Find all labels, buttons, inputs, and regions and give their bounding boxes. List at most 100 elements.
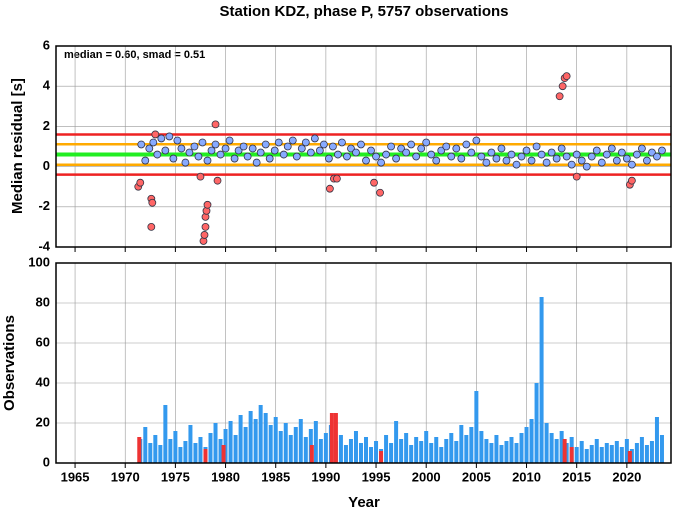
bar [173,431,178,463]
bar [444,439,449,463]
point [587,152,596,161]
y-tick-label: -2 [38,198,50,213]
bar [218,439,223,463]
bar [303,437,308,463]
x-tick-label: 1995 [362,469,391,484]
bar [509,437,514,463]
point [638,144,646,153]
point [370,178,378,187]
point [362,156,370,165]
bar [494,435,499,463]
point [582,162,591,171]
point [562,72,571,81]
bar [529,419,534,463]
point [542,158,551,167]
point [265,154,274,163]
point [347,144,355,153]
point [622,154,631,163]
bar [348,439,353,463]
bar [469,427,474,463]
point [288,136,297,145]
point [558,82,567,91]
bar [329,413,334,463]
bar [288,435,293,463]
point [572,150,581,159]
point [297,144,306,153]
point [597,158,606,167]
point [306,148,315,157]
point [234,146,243,155]
point [462,140,471,149]
point [173,136,182,145]
point [577,156,586,165]
point [422,138,431,147]
bar [559,431,564,463]
point [437,146,446,155]
bar [221,445,226,463]
point [169,154,178,163]
point [467,148,476,157]
point [279,150,288,159]
point [387,142,395,151]
point [213,176,222,185]
bar [137,437,142,463]
bar [579,441,584,463]
y-tick-label: 4 [43,78,51,93]
bar [449,433,454,463]
bar [369,447,374,463]
bar [659,435,664,463]
plot-frame [55,262,672,464]
point [329,142,337,151]
point [157,134,166,143]
point [136,178,145,187]
point [427,150,436,159]
point [592,146,601,155]
bar [358,443,363,463]
point [292,152,301,161]
x-tick-label: 2010 [512,469,541,484]
bar [143,427,148,463]
bar [353,431,358,463]
chart-title: Station KDZ, phase P, 5757 observations [220,3,509,20]
point [148,198,157,207]
point [382,150,390,159]
bar [313,421,318,463]
point [502,156,511,165]
point [243,152,252,161]
bar [519,433,524,463]
point [627,160,636,169]
bar [484,439,489,463]
bar [384,435,389,463]
bar [379,451,384,463]
point [274,138,283,147]
bar [298,419,303,463]
bar [569,447,574,463]
bar [253,419,258,463]
bar [564,443,569,463]
bar [599,447,604,463]
bar [409,445,414,463]
point [612,156,621,165]
bar [634,443,639,463]
bar [198,437,203,463]
bar [539,297,544,463]
point [261,140,270,149]
point [194,152,203,161]
bar [163,405,168,463]
point [507,150,516,159]
point [457,154,466,163]
y-tick-label: 2 [43,118,50,133]
point [325,184,334,193]
point [487,148,496,157]
bar [278,431,283,463]
bar [203,449,208,463]
bar [318,439,323,463]
bar [627,451,632,463]
point [653,152,661,161]
point [643,156,651,165]
annotation: median = 0.60, smad = 0.51 [64,49,205,61]
point [333,174,341,183]
point [607,144,616,153]
x-tick-label: 1980 [211,469,240,484]
